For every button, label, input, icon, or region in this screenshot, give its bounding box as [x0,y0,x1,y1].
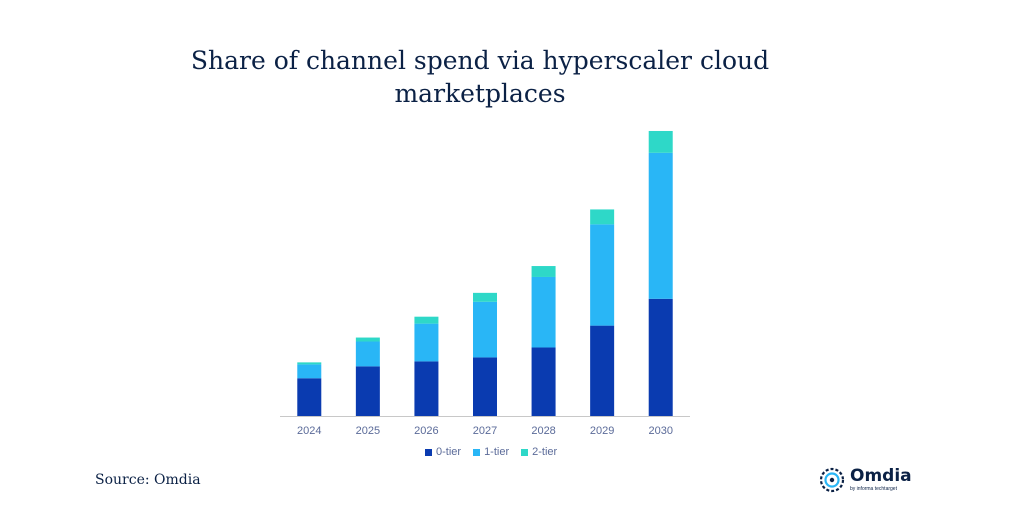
bar-2024-1-tier [297,364,322,379]
chart-title: Share of channel spend via hyperscaler c… [180,44,780,110]
x-tick-label-2028: 2028 [531,425,555,437]
legend-label-2-tier: 2-tier [532,446,558,458]
bar-2030-2-tier [648,130,673,153]
bar-2029-1-tier [590,224,615,326]
legend: 0-tier 1-tier 2-tier [425,446,557,458]
bar-2028-1-tier [531,276,556,348]
x-tick-label-2024: 2024 [297,425,321,437]
bar-2025-2-tier [355,337,380,342]
bar-2025-1-tier [355,341,380,367]
legend-swatch-2-tier [521,448,529,456]
logo-name: Omdia [850,466,912,486]
bar-2030-1-tier [648,152,673,299]
omdia-logo: Omdia by informa techtarget [818,464,928,496]
x-tick-label-2029: 2029 [590,425,614,437]
bar-2024-2-tier [297,362,322,365]
bar-2026-2-tier [414,316,439,324]
bar-2025-0-tier [355,366,380,416]
bar-2027-0-tier [473,357,497,416]
x-tick-label-2027: 2027 [473,425,497,437]
legend-item-0-tier: 0-tier [425,446,461,458]
bar-2029-0-tier [590,325,615,416]
legend-label-1-tier: 1-tier [484,446,510,458]
bar-2026-1-tier [414,323,439,362]
legend-item-1-tier: 1-tier [473,446,509,458]
bar-2030-0-tier [648,298,673,416]
chart-title-line-1: Share of channel spend via hyperscaler c… [190,46,770,75]
bar-2028-0-tier [531,347,556,416]
chart-title-line-2: marketplaces [394,79,566,108]
x-tick-label-2026: 2026 [414,425,438,437]
logo-subtitle: by informa techtarget [850,486,897,492]
source-note: Source: Omdia [95,472,201,488]
bar-2027-2-tier [473,292,497,302]
bar-2027-1-tier [473,301,497,358]
bar-2026-0-tier [414,361,439,416]
x-tick-label-2030: 2030 [648,425,672,437]
bar-2029-2-tier [590,209,615,225]
legend-swatch-1-tier [473,448,481,456]
legend-item-2-tier: 2-tier [521,446,557,458]
legend-swatch-0-tier [425,448,432,456]
omdia-logo-icon [819,467,845,493]
bar-2024-0-tier [297,378,322,416]
legend-label-0-tier: 0-tier [436,446,462,458]
x-tick-label-2025: 2025 [356,425,380,437]
bar-2028-2-tier [531,266,556,277]
